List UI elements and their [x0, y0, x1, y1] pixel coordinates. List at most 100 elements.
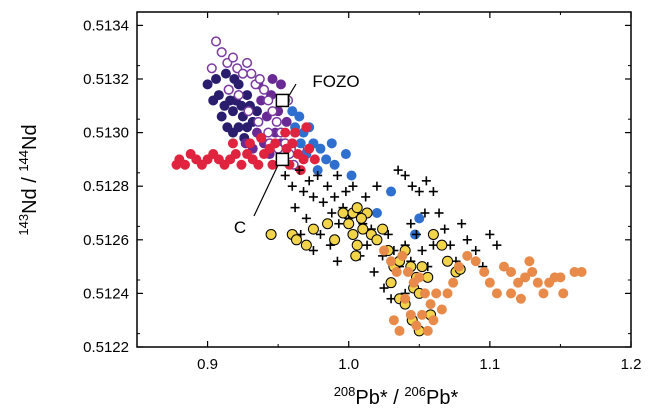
y-axis-title: 143Nd / 144Nd [16, 124, 41, 235]
blue-circle-point [287, 106, 298, 117]
plus-marker [334, 219, 344, 229]
blue-circle-point [414, 213, 425, 224]
orange-circle-point [462, 250, 473, 261]
orange-circle-point [513, 277, 524, 288]
orange-circle-point [414, 272, 425, 283]
open-circle-point [263, 127, 274, 138]
plus-marker [462, 235, 472, 245]
orange-circle-point [558, 288, 569, 299]
plus-marker [440, 224, 450, 234]
orange-circle-point [419, 288, 430, 299]
plus-marker [457, 219, 467, 229]
plus-marker [417, 246, 427, 256]
orange-circle-point [431, 288, 442, 299]
y-title-sup1: 143 [16, 214, 31, 236]
orange-circle-point [394, 325, 405, 336]
y-title-main1: Nd / [19, 172, 41, 214]
orange-circle-point [405, 309, 416, 320]
plus-marker [411, 229, 421, 239]
blue-circle-point [295, 138, 306, 149]
orange-circle-point [425, 299, 436, 310]
red-circle-point [304, 143, 315, 154]
end-member-square [275, 152, 290, 167]
orange-circle-point [498, 261, 509, 272]
purple-circle-point [281, 116, 292, 127]
purple-circle-point [267, 74, 278, 84]
plus-marker [327, 208, 337, 218]
orange-circle-point [400, 293, 411, 304]
red-circle-point [267, 159, 278, 170]
orange-circle-point [484, 277, 495, 288]
orange-circle-point [555, 272, 566, 283]
navy-circle-point [236, 100, 247, 111]
blue-circle-point [386, 186, 397, 197]
y-tick-label: 0.5128 [83, 178, 129, 195]
yellow-circle-point [343, 218, 355, 230]
open-circle-point [258, 84, 270, 95]
plus-marker [308, 192, 318, 202]
plus-marker [361, 192, 371, 202]
red-circle-point [280, 127, 291, 138]
orange-circle-point [386, 256, 397, 267]
orange-circle-point [411, 320, 422, 331]
navy-circle-point [211, 74, 222, 84]
orange-circle-point [520, 272, 531, 283]
navy-circle-point [227, 106, 238, 117]
plus-marker [330, 192, 340, 202]
orange-circle-point [491, 288, 502, 299]
purple-circle-point [275, 79, 286, 90]
c-label: C [234, 218, 246, 237]
navy-circle-point [251, 106, 262, 117]
x-title-sup2: 206 [404, 384, 426, 399]
yellow-circle-point [300, 239, 312, 251]
x-title-main1: Pb* / [355, 387, 404, 409]
open-circle-point [210, 36, 222, 47]
red-circle-point [253, 159, 264, 170]
x-title-main2: Pb* [426, 387, 458, 409]
plot-frame [136, 11, 632, 348]
yellow-circle-point [265, 228, 277, 240]
c-leader-line [253, 164, 279, 217]
yellow-circle-point [322, 218, 334, 230]
plus-marker [434, 208, 444, 218]
blue-circle-point [329, 159, 340, 170]
plus-marker [383, 229, 393, 239]
y-title-sup2: 144 [16, 150, 31, 172]
yellow-circle-point [351, 239, 363, 251]
orange-circle-point [479, 266, 490, 277]
x-tick-label: 1.1 [479, 356, 500, 373]
y-tick-label: 0.5130 [83, 125, 129, 142]
red-circle-point [171, 159, 182, 170]
plus-marker [428, 187, 438, 197]
end-member-square [275, 93, 290, 108]
orange-circle-point [538, 288, 549, 299]
x-title-sup1: 208 [334, 384, 356, 399]
navy-circle-point [213, 90, 224, 101]
y-title-main2: Nd [19, 124, 41, 150]
plus-marker [280, 170, 290, 180]
open-circle-point [227, 52, 239, 63]
plus-marker [332, 170, 342, 180]
blue-circle-point [312, 165, 323, 176]
yellow-circle-point [416, 261, 428, 273]
blue-circle-point [315, 143, 326, 154]
yellow-circle-point [351, 202, 363, 214]
orange-circle-point [436, 304, 447, 315]
red-circle-point [236, 159, 247, 170]
blue-circle-point [321, 154, 332, 165]
yellow-circle-point [436, 239, 448, 251]
purple-circle-point [256, 95, 267, 106]
plus-marker [332, 256, 342, 266]
plus-marker [372, 181, 382, 191]
red-circle-point [309, 154, 320, 165]
red-circle-point [256, 132, 267, 143]
open-circle-point [271, 116, 282, 127]
open-circle-point [242, 57, 253, 68]
plus-marker [301, 213, 311, 223]
open-circle-point [263, 95, 274, 106]
orange-circle-point [402, 266, 413, 277]
open-circle-point [253, 116, 264, 127]
plus-marker [407, 181, 417, 191]
data-points [171, 36, 587, 337]
x-tick-label: 1.0 [338, 356, 359, 373]
